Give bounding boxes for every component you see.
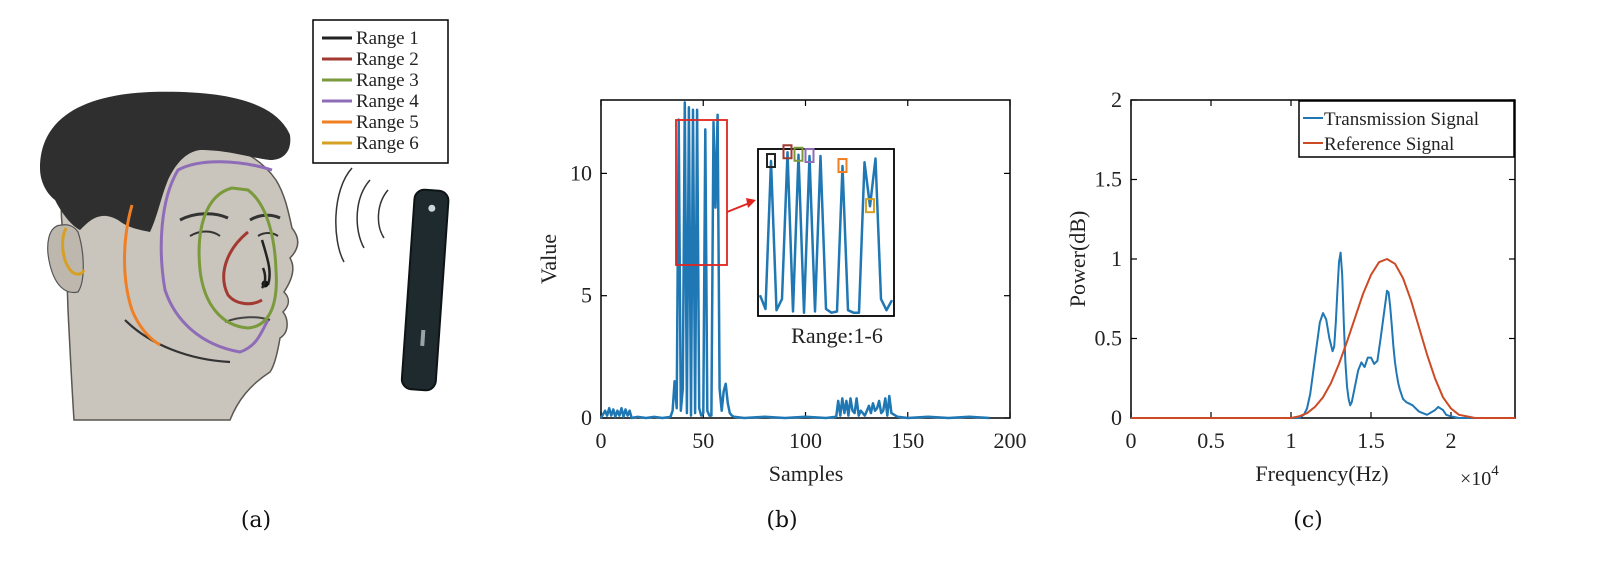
x-multiplier-exp: 4 bbox=[1491, 463, 1499, 479]
series-line-reference bbox=[1131, 258, 1515, 419]
inset-peak-marker-range-5 bbox=[837, 158, 848, 174]
legend-label-range-4: Range 4 bbox=[356, 91, 419, 112]
range-2-contour bbox=[222, 230, 263, 306]
y-axis-label-b: Value bbox=[536, 234, 561, 284]
inset-peak-marker-range-4 bbox=[804, 148, 815, 164]
head-illustration bbox=[40, 91, 299, 421]
legend-label-range-2: Range 2 bbox=[356, 49, 419, 70]
plot-c-x-tick-label: 0 bbox=[1126, 428, 1137, 453]
legend-c-label-2: Reference Signal bbox=[1324, 134, 1454, 155]
inset-peak-marker-range-2 bbox=[782, 144, 793, 160]
inset-zoom: Range:1-6 bbox=[757, 144, 895, 348]
callout-arrowhead bbox=[746, 198, 756, 208]
range-4-contour bbox=[159, 160, 273, 354]
caption-b: (b) bbox=[766, 508, 797, 533]
plot-c-y-tick-label: 2 bbox=[1111, 87, 1122, 112]
hair bbox=[40, 91, 291, 233]
caption-c: (c) bbox=[1293, 508, 1323, 533]
plot-c-x-tick-label: 1 bbox=[1286, 428, 1297, 453]
signal-wave bbox=[356, 179, 371, 249]
x-multiplier: ×104 bbox=[1460, 463, 1499, 490]
plot-c-y-tick-label: 1 bbox=[1111, 246, 1122, 271]
range-3-contour bbox=[197, 186, 278, 330]
plot-c-y-tick-label: 0.5 bbox=[1095, 326, 1123, 351]
plot-b-x-tick-label: 0 bbox=[596, 428, 607, 453]
panel-b: 0 50 100 150 200 0 5 10 Range:1-6 Value Samples… bbox=[536, 99, 1027, 533]
highlight-box bbox=[675, 119, 728, 266]
inset-peak-marker-range-3 bbox=[793, 146, 804, 162]
inset-label: Range:1-6 bbox=[791, 323, 883, 348]
phone-logo bbox=[420, 329, 426, 347]
plot-b-x-tick-label: 100 bbox=[789, 428, 822, 453]
range-5-contour bbox=[123, 204, 161, 347]
plot-c-x-tick-label: 0.5 bbox=[1197, 428, 1225, 453]
phone-camera bbox=[428, 204, 436, 212]
inset-series-line bbox=[758, 151, 894, 314]
range-1-contour bbox=[260, 267, 267, 289]
x-axis-label-c: Frequency(Hz) bbox=[1255, 461, 1388, 486]
legend-label-range-5: Range 5 bbox=[356, 112, 419, 133]
x-axis-label-b: Samples bbox=[769, 461, 844, 486]
nose-line bbox=[260, 239, 271, 286]
series-line-transmission bbox=[1131, 251, 1515, 419]
legend-label-range-6: Range 6 bbox=[356, 133, 419, 154]
panel-c: 0 0.5 1 1.5 2 0 0.5 1 1.5 2 Transmission Signal Re… bbox=[1065, 87, 1516, 533]
plot-b-x-tick-label: 200 bbox=[994, 428, 1027, 453]
plot-b-x-tick-label: 150 bbox=[891, 428, 924, 453]
plot-c-x-tick-label: 1.5 bbox=[1357, 428, 1385, 453]
phone-body bbox=[400, 188, 450, 392]
eye bbox=[189, 230, 221, 237]
plot-c-y-tick-label: 1.5 bbox=[1095, 167, 1123, 192]
legend-label-range-3: Range 3 bbox=[356, 70, 419, 91]
eye bbox=[257, 232, 279, 237]
legend-frame bbox=[312, 19, 449, 164]
x-multiplier-base: ×10 bbox=[1460, 468, 1491, 490]
y-axis-label-c: Power(dB) bbox=[1065, 211, 1090, 308]
range-6-contour bbox=[61, 227, 86, 276]
legend-c: Transmission Signal Reference Signal bbox=[1298, 100, 1515, 158]
legend-c-label-1: Transmission Signal bbox=[1324, 109, 1479, 130]
smartphone bbox=[400, 188, 450, 392]
legend-label-range-1: Range 1 bbox=[356, 28, 419, 49]
signal-wave bbox=[335, 167, 353, 263]
inset-peak-marker-range-6 bbox=[865, 198, 875, 214]
signal-wave bbox=[377, 189, 389, 239]
jaw-line bbox=[124, 319, 231, 364]
plot-c-x-tick-label: 2 bbox=[1446, 428, 1457, 453]
plot-b-y-tick-label: 0 bbox=[581, 405, 592, 430]
plot-b-x-tick-label: 50 bbox=[692, 428, 714, 453]
plot-b-y-tick-label: 10 bbox=[570, 160, 592, 185]
signal-waves bbox=[335, 167, 389, 263]
legend-c-frame bbox=[1298, 100, 1515, 158]
plot-b-y-tick-label: 5 bbox=[581, 283, 592, 308]
inset-peak-marker-range-1 bbox=[766, 153, 776, 169]
plot-c-y-tick-label: 0 bbox=[1111, 405, 1122, 430]
samples-series-line bbox=[599, 101, 990, 420]
caption-a: (a) bbox=[241, 508, 271, 533]
